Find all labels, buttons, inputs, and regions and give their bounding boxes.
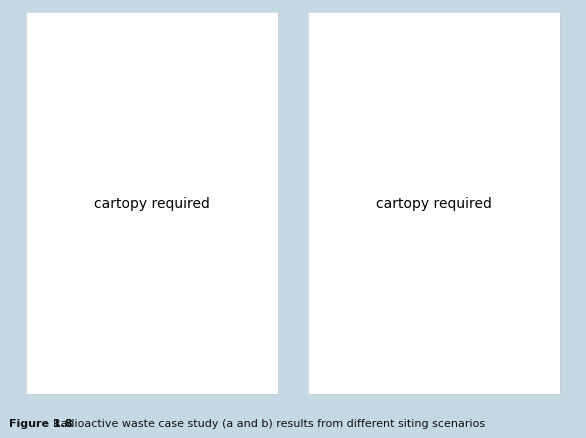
Text: cartopy required: cartopy required xyxy=(94,197,210,211)
Text: Radioactive waste case study (a and b) results from different siting scenarios: Radioactive waste case study (a and b) r… xyxy=(53,418,485,428)
Text: Figure 1.8: Figure 1.8 xyxy=(9,418,73,428)
Text: cartopy required: cartopy required xyxy=(376,197,492,211)
